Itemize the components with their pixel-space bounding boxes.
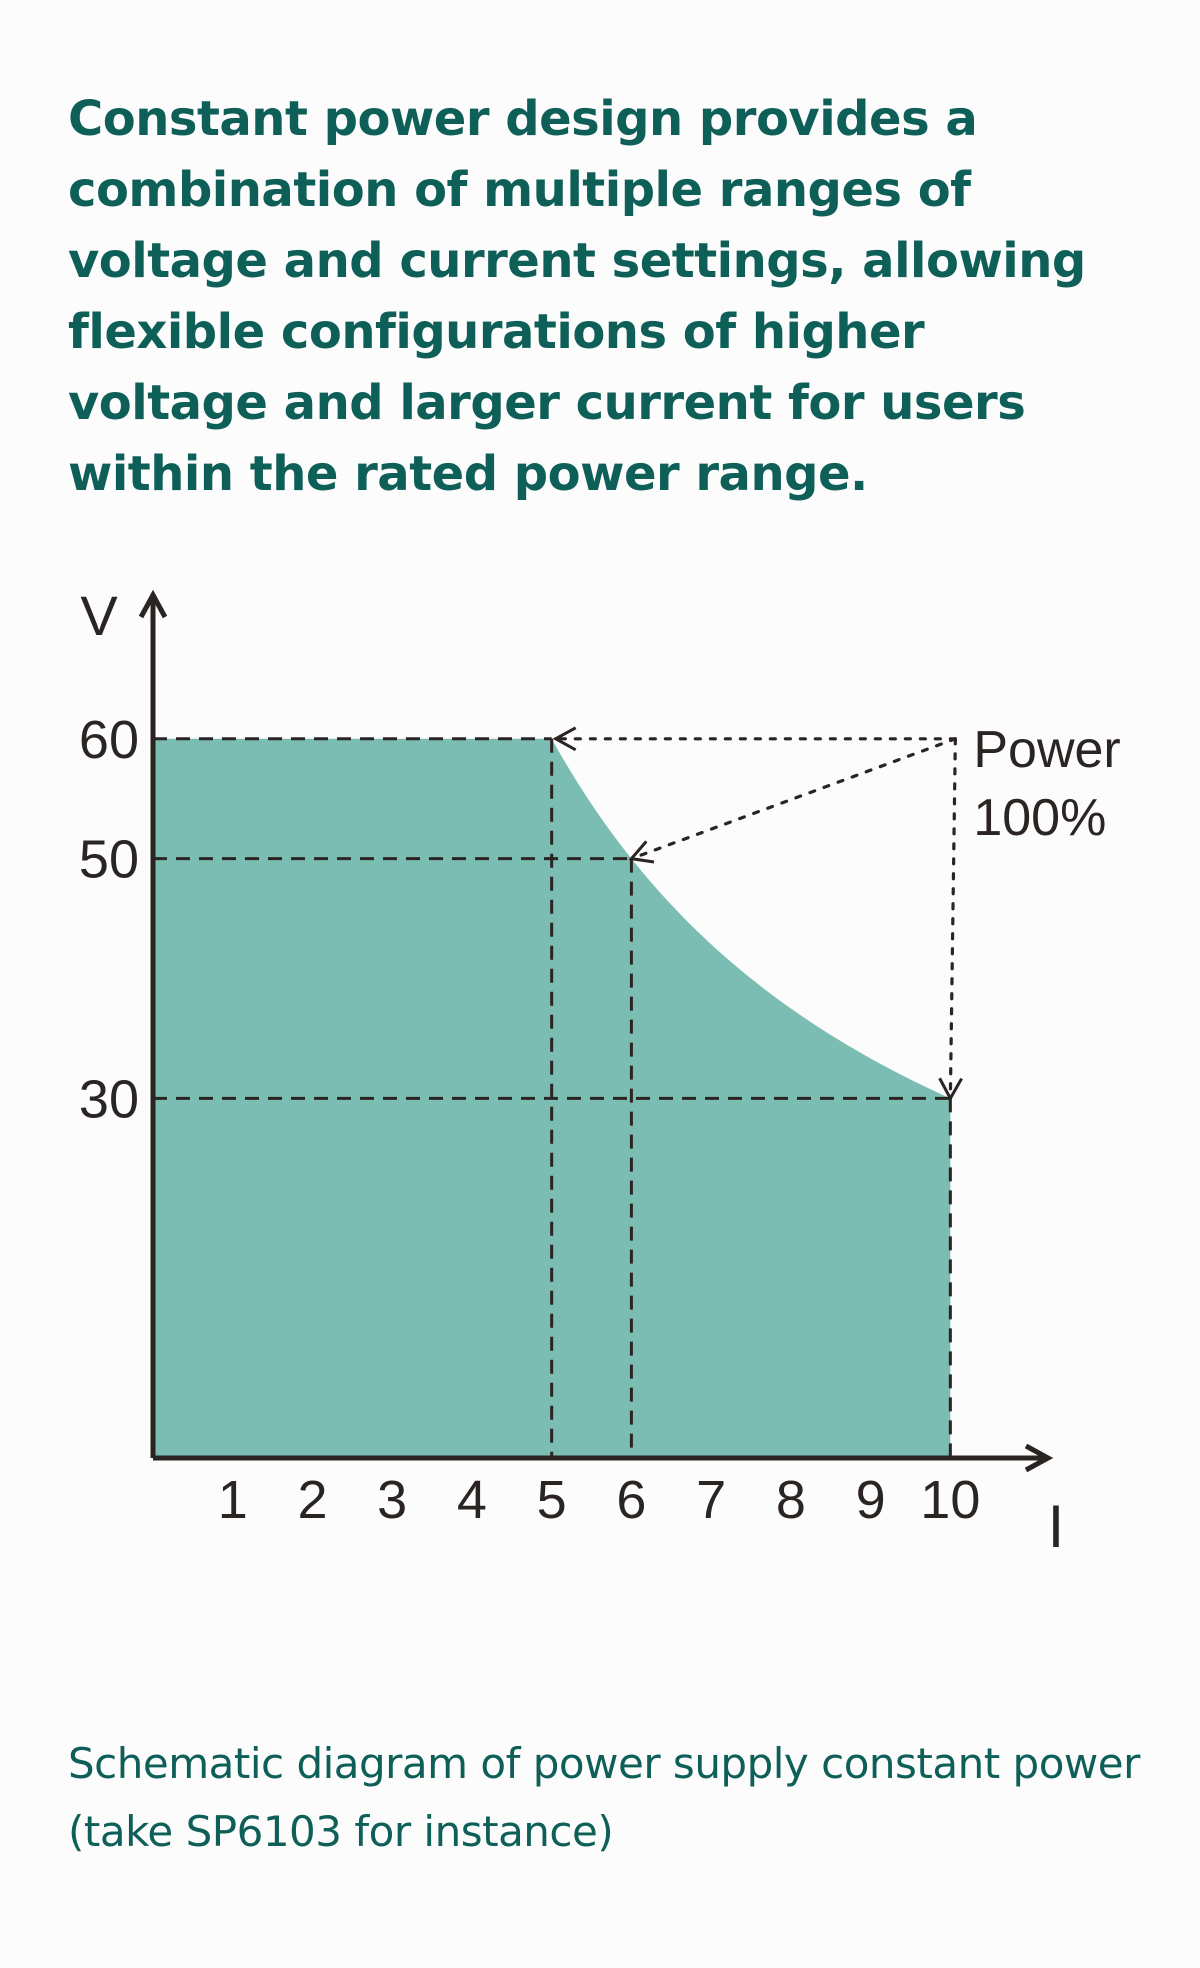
tick-labels: 1 2 3 4 5 6 7 8 9 10 30 50 60 — [79, 710, 980, 1530]
constant-power-chart: V I 1 2 3 4 5 6 7 8 9 10 30 50 60 Power 100% — [79, 584, 1121, 1560]
annotation-power: Power — [973, 721, 1120, 779]
chart-caption: Schematic diagram of power supply consta… — [68, 1730, 1148, 1866]
y-axis-arrowhead — [138, 589, 168, 619]
power-arrow-line-2 — [633, 737, 957, 859]
y-axis-label: V — [80, 584, 118, 647]
x-tick-3: 3 — [377, 1470, 407, 1530]
intro-text: Constant power design provides a combina… — [68, 91, 1086, 502]
x-tick-8: 8 — [776, 1470, 806, 1530]
power-arrowhead-2 — [628, 840, 655, 864]
power-arrowhead-3 — [938, 1077, 963, 1102]
caption-line-1: Schematic diagram of power supply consta… — [68, 1739, 1140, 1788]
x-tick-9: 9 — [856, 1470, 886, 1530]
x-tick-7: 7 — [696, 1470, 726, 1530]
guide-lines — [153, 737, 952, 1458]
x-tick-6: 6 — [616, 1470, 646, 1530]
x-axis-label: I — [1048, 1493, 1065, 1560]
y-tick-30: 30 — [79, 1069, 139, 1129]
x-tick-5: 5 — [537, 1470, 567, 1530]
x-axis-arrowhead — [1024, 1443, 1054, 1473]
x-tick-4: 4 — [457, 1470, 487, 1530]
y-tick-50: 50 — [79, 830, 139, 890]
power-arrows — [552, 726, 963, 1102]
y-tick-60: 60 — [79, 710, 139, 770]
x-tick-2: 2 — [297, 1470, 327, 1530]
x-tick-1: 1 — [218, 1470, 248, 1530]
power-arrow-line-3 — [948, 737, 957, 1097]
power-arrowhead-1 — [552, 726, 577, 752]
x-tick-10: 10 — [920, 1470, 980, 1530]
power-annotation: Power 100% — [973, 721, 1120, 847]
annotation-percent: 100% — [973, 789, 1106, 847]
caption-line-2: (take SP6103 for instance) — [68, 1807, 614, 1856]
axes: V I — [80, 584, 1064, 1560]
